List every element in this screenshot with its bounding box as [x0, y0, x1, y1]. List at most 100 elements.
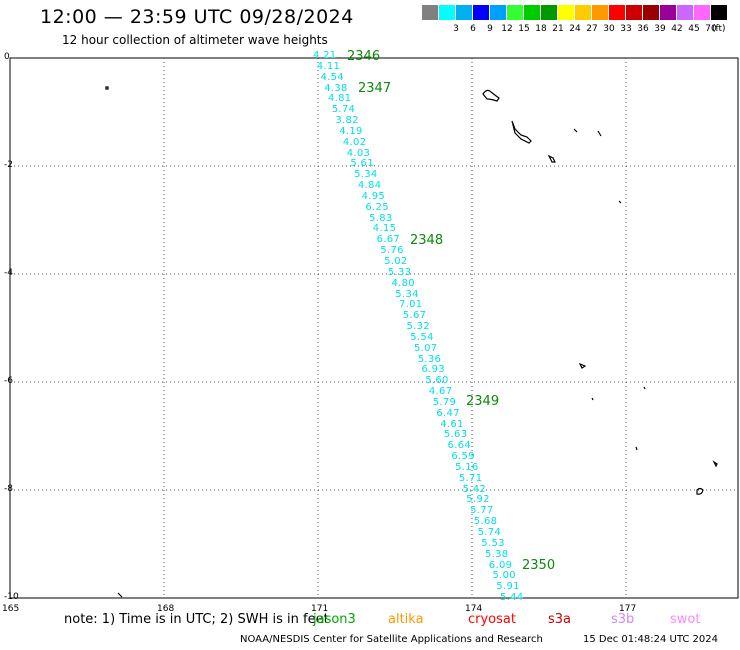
footer-timestamp: 15 Dec 01:48:24 UTC 2024: [583, 634, 718, 645]
swh-value: 5.67: [402, 310, 427, 322]
swh-value: 5.02: [384, 256, 408, 267]
y-tick-label: -8: [4, 484, 13, 494]
pass-number-label: 2349: [466, 394, 500, 409]
x-tick-label: 168: [157, 604, 175, 614]
legend-swatch: [660, 5, 676, 20]
swh-value: 5.60: [425, 375, 449, 387]
swh-value: 5.76: [380, 245, 404, 257]
island: [117, 592, 123, 598]
swh-value: 5.32: [406, 321, 430, 332]
y-tick-label: 0: [4, 52, 10, 62]
swh-value: 3.82: [335, 115, 359, 126]
swh-value: 4.80: [391, 277, 415, 289]
legend-swatch: [558, 5, 574, 20]
swh-value: 5.16: [455, 461, 479, 473]
legend-swatch: [626, 5, 642, 20]
swh-value: 4.15: [372, 223, 397, 235]
legend-label: 27: [586, 24, 598, 34]
swh-value: 5.77: [470, 505, 494, 517]
legend-swatch: [711, 5, 727, 20]
y-tick-label: -4: [4, 268, 13, 278]
x-tick-label: 177: [619, 604, 637, 614]
satellite-altika: altika: [388, 612, 424, 627]
x-tick-label: 171: [311, 604, 329, 614]
swh-value: 5.74: [331, 104, 356, 116]
y-tick-label: -10: [4, 592, 19, 602]
swh-value: 4.21: [313, 50, 337, 61]
island: [696, 487, 704, 495]
legend-swatch: [422, 5, 438, 20]
island: [482, 89, 500, 102]
note-text: note: 1) Time is in UTC; 2) SWH is in fe…: [64, 612, 329, 627]
island: [573, 128, 578, 133]
grid-lines: [10, 58, 738, 598]
pass-number-label: 2348: [410, 233, 444, 248]
swh-value: 5.91: [496, 581, 520, 593]
swh-value: 6.67: [376, 234, 401, 246]
swh-value: 5.42: [462, 483, 487, 495]
swh-value: 5.53: [481, 537, 505, 549]
swh-value: 4.67: [428, 386, 453, 397]
island: [712, 460, 718, 468]
swh-value: 4.81: [328, 93, 352, 105]
swh-value: 4.61: [440, 418, 464, 430]
swh-value: 5.54: [410, 331, 434, 343]
swh-value: 5.61: [350, 158, 374, 170]
pass-number-label: 2350: [522, 558, 556, 573]
swh-value: 5.63: [443, 429, 468, 441]
satellite-s3b: s3b: [611, 612, 635, 627]
swh-value: 6.64: [447, 440, 472, 452]
satellite-jason3: jason3: [313, 612, 356, 627]
legend-swatch: [439, 5, 455, 20]
swh-value: 6.47: [436, 407, 460, 419]
satellite-cryosat: cryosat: [468, 612, 516, 627]
swh-value: 5.79: [432, 396, 457, 408]
satellite-swot: swot: [670, 612, 701, 627]
swh-value: 6.93: [421, 364, 445, 376]
legend-swatch: [456, 5, 472, 20]
legend-label: 9: [487, 24, 493, 34]
page-subtitle: 12 hour collection of altimeter wave hei…: [62, 33, 328, 47]
pass-number-label: 2346: [347, 49, 381, 64]
island: [591, 397, 594, 401]
y-tick-label: -6: [4, 376, 13, 386]
legend-label: 33: [620, 24, 632, 34]
swh-value: 4.95: [361, 190, 386, 202]
legend-label: 21: [552, 24, 564, 34]
island: [597, 130, 602, 137]
swh-value: 5.92: [466, 494, 490, 506]
island: [643, 386, 646, 390]
legend-label: 39: [654, 24, 666, 34]
legend-label: 12: [501, 24, 513, 34]
swh-value: 6.25: [365, 201, 389, 213]
swh-value: 6.09: [488, 559, 513, 571]
legend-swatch: [643, 5, 659, 20]
swh-value: 5.34: [354, 169, 378, 181]
legend-swatch: [592, 5, 608, 20]
legend-label: 45: [688, 24, 700, 34]
legend-swatch: [541, 5, 557, 20]
legend-swatch: [677, 5, 693, 20]
swh-value: 5.44: [500, 592, 524, 603]
legend-label: 70: [705, 24, 717, 34]
legend-label: 36: [637, 24, 649, 34]
swh-value: 5.71: [458, 472, 483, 484]
footer-credit: NOAA/NESDIS Center for Satellite Applica…: [240, 634, 543, 645]
legend-label: 15: [518, 24, 530, 34]
pass-number-label: 2347: [358, 81, 392, 96]
swh-value: 4.03: [346, 147, 371, 159]
swh-value: 7.01: [399, 299, 423, 311]
legend-swatch: [694, 5, 710, 20]
legend-swatch: [507, 5, 523, 20]
island: [618, 200, 622, 204]
swh-value: 5.74: [477, 527, 502, 538]
island: [635, 446, 638, 451]
swh-value: 4.02: [342, 136, 367, 148]
swh-value: 5.36: [417, 353, 442, 365]
legend-swatch: [490, 5, 506, 20]
legend-label: 24: [569, 24, 581, 34]
legend-label: 30: [603, 24, 615, 34]
swh-value: 5.68: [473, 516, 498, 528]
legend-swatch: [524, 5, 540, 20]
